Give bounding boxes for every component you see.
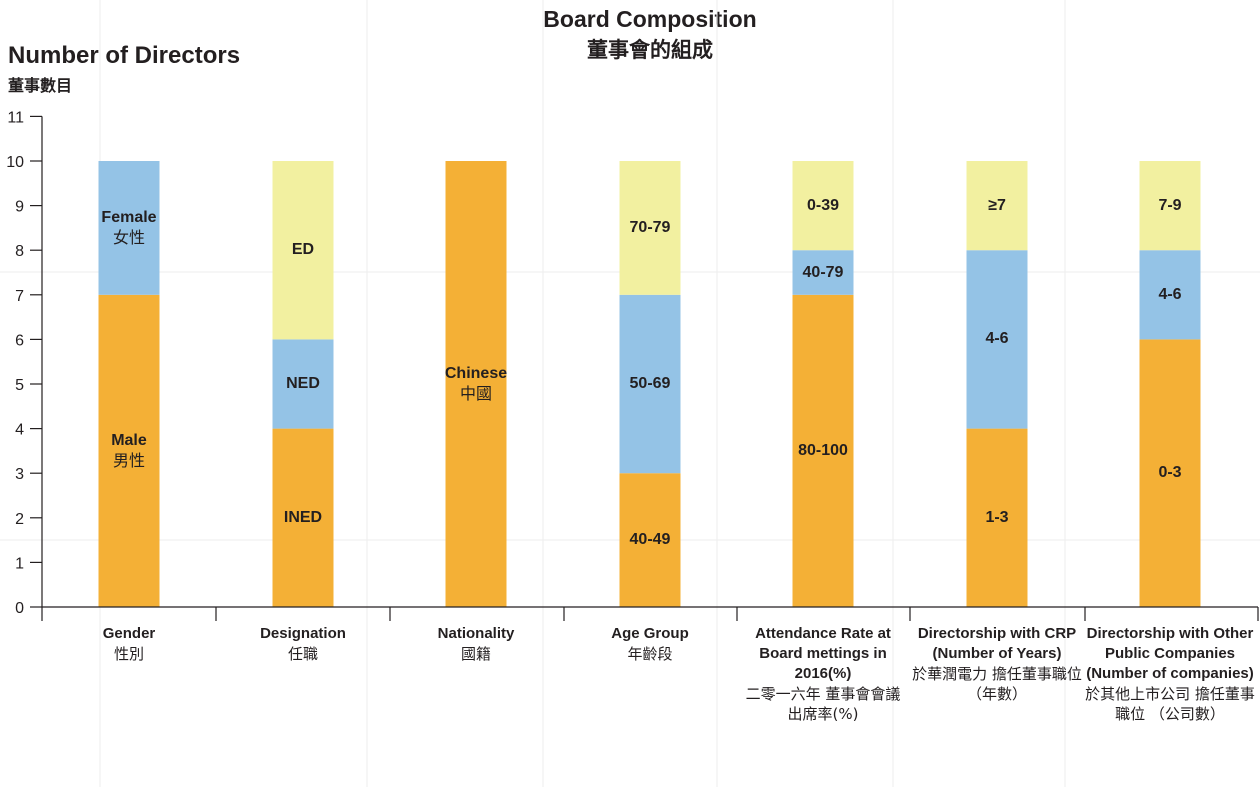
bar-segment bbox=[966, 250, 1028, 429]
x-category-label: Directorship with Other Public Companies… bbox=[1085, 625, 1255, 723]
bar-segment-label: 1-3 bbox=[985, 508, 1009, 526]
x-category-label: Attendance Rate at Board mettings in 201… bbox=[745, 625, 901, 723]
y-tick-label: 2 bbox=[15, 511, 24, 528]
x-category-label: Nationality 國籍 bbox=[437, 625, 515, 663]
bar-segment-label: 4-6 bbox=[1158, 285, 1182, 303]
bar-segment-label: 0-3 bbox=[1158, 464, 1182, 482]
bar-segment bbox=[966, 428, 1028, 607]
bar-segment bbox=[966, 161, 1028, 251]
y-tick-label: 0 bbox=[15, 600, 24, 617]
bar-segment bbox=[619, 161, 681, 295]
chart-title: Board Composition bbox=[543, 6, 757, 32]
bar-segment bbox=[792, 294, 854, 607]
bar-segment-label: NED bbox=[286, 375, 320, 392]
x-category-label: Directorship with CRP (Number of Years) 於… bbox=[912, 625, 1082, 703]
y-tick-label: 5 bbox=[15, 377, 24, 394]
y-tick-label: 10 bbox=[6, 154, 24, 171]
y-tick-label: 1 bbox=[15, 555, 24, 572]
bar-segment-label: Chinese 中國 bbox=[444, 365, 508, 403]
bar-segment-label: Female 女性 bbox=[101, 208, 157, 247]
bar-segment-label: 4-6 bbox=[985, 330, 1009, 348]
bar-segment-label: 0-39 bbox=[806, 196, 840, 214]
bar-segment bbox=[272, 161, 334, 340]
bar-segment bbox=[1139, 250, 1201, 340]
bar-segment bbox=[1139, 339, 1201, 607]
bar-segment-label: Male 男性 bbox=[111, 431, 147, 470]
bar-segment bbox=[98, 294, 160, 607]
y-tick-label: 3 bbox=[15, 466, 24, 483]
bar-segment-label: 70-79 bbox=[629, 218, 671, 236]
bar-segment bbox=[445, 161, 507, 607]
y-axis-label: Number of Directors bbox=[8, 42, 241, 69]
bar-segment bbox=[792, 250, 854, 295]
bar-segment bbox=[619, 294, 681, 474]
y-tick-label: 4 bbox=[15, 422, 24, 439]
bar-segment bbox=[98, 161, 160, 295]
x-category-label: Gender 性別 bbox=[102, 625, 156, 663]
bar-segment-label: 40-49 bbox=[629, 531, 671, 549]
bar-segment-label: 80-100 bbox=[798, 441, 848, 459]
bar-segment-label: 7-9 bbox=[1158, 196, 1182, 214]
bar-segment bbox=[619, 473, 681, 607]
bar-segment-label: INED bbox=[283, 508, 323, 526]
x-category-label: Age Group 年齡段 bbox=[611, 625, 689, 663]
bar-segment bbox=[792, 161, 854, 251]
bar-segment bbox=[272, 428, 334, 607]
bar-segment bbox=[1139, 161, 1201, 251]
x-category-label: Designation 任職 bbox=[260, 625, 346, 663]
bar-segment bbox=[272, 339, 334, 429]
y-axis-label-zh: 董事數目 bbox=[8, 76, 73, 95]
bar-segment-label: ≥7 bbox=[988, 196, 1006, 214]
y-tick-label: 11 bbox=[7, 109, 24, 126]
bar-segment-label: 40-79 bbox=[802, 263, 844, 281]
bar-segment-label: ED bbox=[291, 241, 315, 259]
bar-segment-label: 50-69 bbox=[629, 375, 671, 392]
y-tick-label: 8 bbox=[15, 243, 24, 260]
y-tick-label: 7 bbox=[15, 288, 24, 305]
y-tick-label: 9 bbox=[15, 199, 24, 216]
y-tick-label: 6 bbox=[15, 332, 24, 349]
chart-title-zh: 董事會的組成 bbox=[587, 38, 713, 62]
